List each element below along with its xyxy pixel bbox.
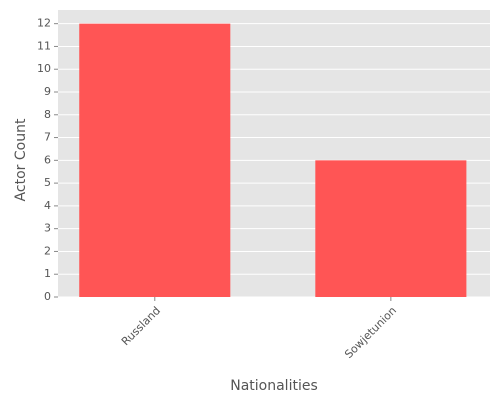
y-tick-label: 4 <box>44 199 51 212</box>
y-tick-label: 10 <box>37 62 51 75</box>
y-tick-label: 11 <box>37 39 51 52</box>
y-tick-label: 2 <box>44 244 51 257</box>
x-tick-label: Sowjetunion <box>342 304 399 361</box>
bar <box>315 160 467 297</box>
y-tick-label: 8 <box>44 108 51 121</box>
x-axis-title: Nationalities <box>230 378 318 394</box>
x-tick-label: Russland <box>119 304 163 348</box>
y-tick-label: 7 <box>44 131 51 144</box>
y-tick-label: 5 <box>44 176 51 189</box>
y-tick-label: 1 <box>44 267 51 280</box>
y-tick-label: 3 <box>44 222 51 235</box>
y-tick-label: 0 <box>44 290 51 303</box>
y-tick-label: 12 <box>37 17 51 30</box>
y-tick-label: 9 <box>44 85 51 98</box>
bar <box>79 23 231 298</box>
y-tick-label: 6 <box>44 153 51 166</box>
y-axis-title: Actor Count <box>13 118 29 201</box>
